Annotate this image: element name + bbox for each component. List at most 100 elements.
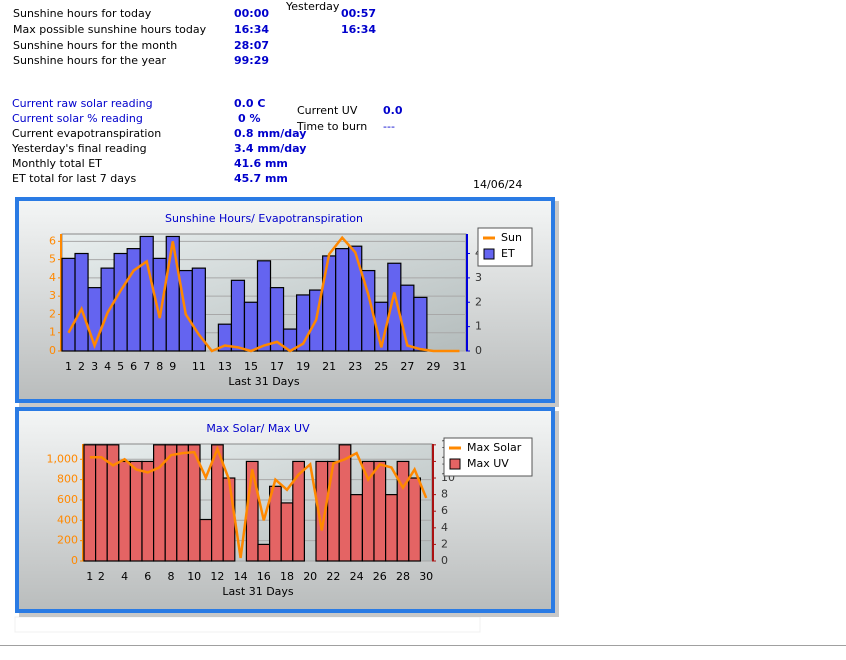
value: 99:29 [234,54,270,67]
y2-tick-label: 2 [441,537,448,550]
bar [199,518,213,562]
label: Yesterday's final reading [12,142,147,155]
chart-title: Sunshine Hours/ Evapotranspiration [165,212,363,225]
label: ET total for last 7 days [12,172,137,185]
blank-box [14,616,481,633]
bar [348,245,363,352]
x-tick-label: 5 [117,360,124,373]
x-tick-label: 15 [244,360,258,373]
y2-tick-label: 0 [475,344,482,357]
x-tick-label: 1 [65,360,72,373]
x-tick-label: 19 [296,360,310,373]
x-axis-label: Last 31 Days [222,585,294,598]
x-tick-label: 18 [280,570,294,583]
bar [87,287,102,352]
bar [243,301,259,352]
label: Current evapotranspiration [12,127,162,140]
x-tick-label: 13 [218,360,232,373]
x-tick-label: 24 [350,570,364,583]
label: Time to burn [297,120,368,133]
legend-label: ET [501,247,515,260]
value: 0 % [238,112,261,125]
x-tick-label: 2 [78,360,85,373]
legend-box [477,227,533,267]
bar [327,460,340,562]
bar [165,235,180,352]
x-tick-label: 16 [257,570,271,583]
y-tick-label: 600 [57,493,78,506]
bar [83,444,97,562]
x-tick-label: 25 [374,360,388,373]
x-tick-label: 4 [121,570,128,583]
x-tick-label: 14 [234,570,248,583]
x-tick-label: 29 [426,360,440,373]
bar [396,460,410,562]
x-tick-label: 28 [396,570,410,583]
x-tick-label: 6 [144,570,151,583]
x-tick-label: 10 [187,570,201,583]
label: Monthly total ET [12,157,102,170]
x-axis-label: Last 31 Days [228,375,300,388]
x-tick-label: 4 [104,360,111,373]
x-tick-label: 7 [143,360,150,373]
bar [61,257,76,352]
x-tick-label: 12 [210,570,224,583]
bar [350,494,363,562]
bar [129,460,143,562]
bar [118,460,132,562]
value: 45.7 mm [234,172,288,185]
bar [113,252,128,352]
x-tick-label: 2 [98,570,105,583]
bar [280,502,294,562]
bar [322,255,337,352]
bar [187,444,201,562]
bar [335,248,350,352]
y-tick-label: 0 [71,554,78,567]
y-tick-label: 800 [57,473,78,486]
x-tick-label: 31 [452,360,466,373]
legend-box [443,437,533,477]
x-tick-label: 22 [326,570,340,583]
bar [292,460,305,562]
x-tick-label: 3 [91,360,98,373]
y-tick-label: 6 [49,234,56,247]
y-tick-label: 200 [57,534,78,547]
y-tick-label: 2 [49,307,56,320]
x-tick-label: 11 [192,360,206,373]
legend-swatch [483,248,495,260]
bar [176,444,190,562]
x-tick-label: 6 [130,360,137,373]
bar [269,287,285,352]
bar [141,460,155,562]
label: Sunshine hours for the year [13,54,167,67]
line [67,235,460,353]
y2-tick-label: 3 [475,271,482,284]
value: 16:34 [341,23,377,36]
value: 0.0 [383,104,403,117]
bar [408,477,421,562]
value: --- [383,120,395,133]
x-tick-label: 20 [303,570,317,583]
bar [361,460,375,562]
legend-label: Max Solar [467,441,522,454]
label: Current UV [297,104,358,117]
bar [222,477,236,562]
label: Current raw solar reading [12,97,153,110]
y-tick-label: 0 [49,344,56,357]
y2-tick-label: 8 [441,488,448,501]
label: Current solar % reading [12,112,143,125]
y2-tick-label: 6 [441,504,448,517]
bar [152,257,167,352]
legend-label: Sun [501,231,522,244]
bar [385,494,398,562]
label: Max possible sunshine hours today [13,23,207,36]
value: 00:57 [341,7,377,20]
x-tick-label: 23 [348,360,362,373]
bar [94,444,108,562]
bar [230,279,246,352]
y2-tick-label: 2 [475,295,482,308]
x-tick-label: 8 [156,360,163,373]
y-tick-label: 5 [49,253,56,266]
date: 14/06/24 [473,178,523,191]
value: 00:00 [234,7,270,20]
